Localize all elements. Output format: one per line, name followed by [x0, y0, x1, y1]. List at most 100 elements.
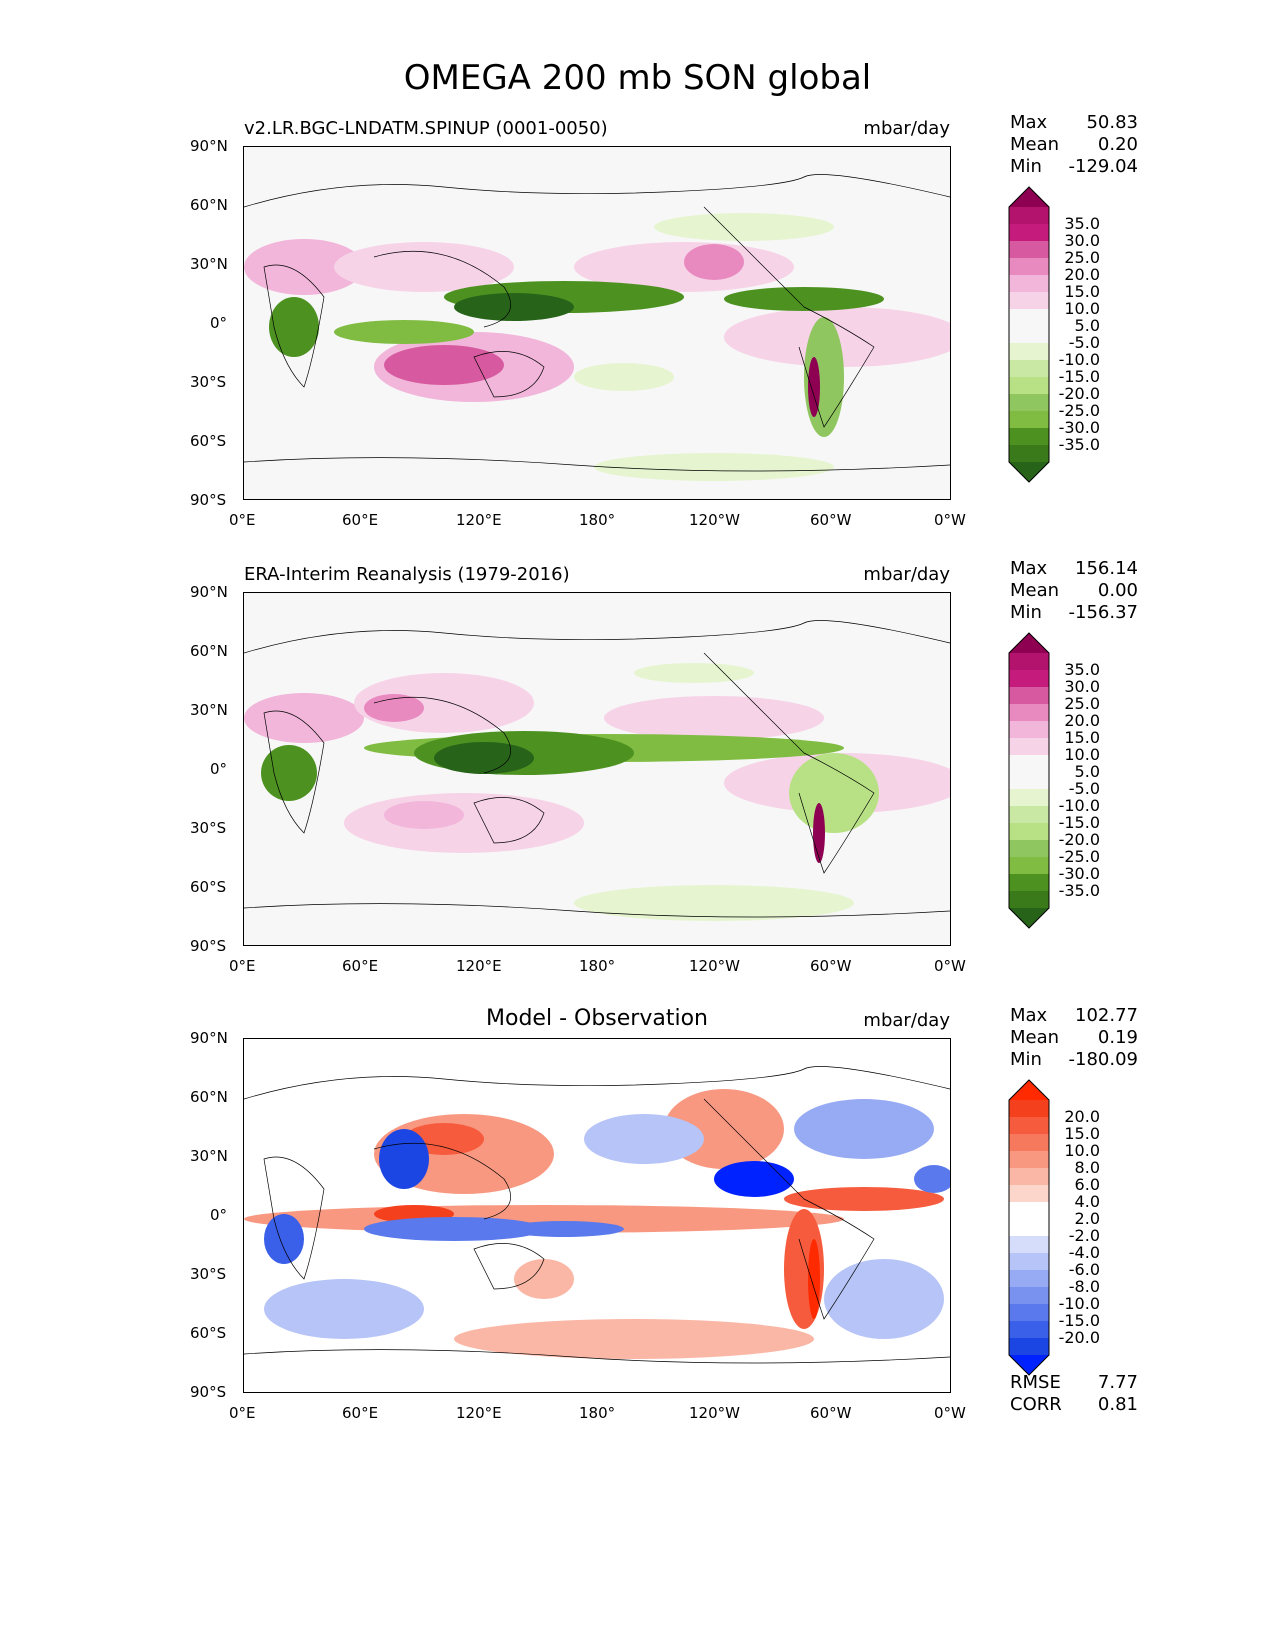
panel-2-lat-tick-4: 30°S: [190, 819, 227, 837]
panel-3-field: [244, 1039, 950, 1392]
stat-value: 102.77: [1075, 1005, 1138, 1026]
panel-2-lat-tick-1: 60°N: [190, 642, 228, 660]
panel-2-field: [244, 593, 950, 945]
panel-1-lon-tick-1: 60°E: [342, 511, 379, 529]
panel-3-extra-stats: RMSE 7.77 CORR 0.81: [1010, 1372, 1138, 1416]
colorbar-tick-label: -25.0: [1058, 847, 1100, 866]
colorbar-tick-label: 10.0: [1064, 745, 1100, 764]
colorbar-tick-label: -10.0: [1058, 350, 1100, 369]
colorbar-segment: [1009, 823, 1049, 840]
panel-1-map: [243, 146, 951, 500]
panel-2-lon-tick-3: 180°: [579, 957, 616, 975]
stat-label: CORR: [1010, 1394, 1062, 1415]
colorbar-segment: [1009, 343, 1049, 360]
stat-label: Min: [1010, 1049, 1042, 1070]
panel-1-lon-tick-2: 120°E: [456, 511, 502, 529]
panel-1-lat-tick-4: 30°S: [190, 373, 227, 391]
colorbar-outline: [1008, 1079, 1050, 1376]
colorbar-tick-label: 2.0: [1074, 1209, 1100, 1228]
colorbar-tick-label: 25.0: [1064, 694, 1100, 713]
stat-label: Max: [1010, 1005, 1048, 1026]
colorbar-segment: [1009, 1151, 1049, 1168]
panel-3-lon-tick-5: 60°W: [810, 1404, 852, 1422]
colorbar-tick-label: 30.0: [1064, 231, 1100, 250]
colorbar-segment: [1009, 1270, 1049, 1287]
panel-3-lon-tick-1: 60°E: [342, 1404, 379, 1422]
colorbar-tick-label: -4.0: [1068, 1243, 1100, 1262]
stat-label: Mean: [1010, 580, 1060, 601]
panel-1-title: v2.LR.BGC-LNDATM.SPINUP (0001-0050): [244, 118, 608, 139]
colorbar-segment: [1009, 241, 1049, 258]
colorbar-segment: [1009, 738, 1049, 755]
stat-label: Max: [1010, 112, 1048, 133]
colorbar-tick-label: -5.0: [1068, 333, 1100, 352]
panel-3-units: mbar/day: [863, 1010, 950, 1031]
colorbar-tick-label: -15.0: [1058, 367, 1100, 386]
panel-3-lat-tick-1: 60°N: [190, 1088, 228, 1106]
panel-2-lat-tick-3: 0°: [210, 760, 228, 778]
colorbar-tick-label: -25.0: [1058, 401, 1100, 420]
stat-value: 156.14: [1075, 558, 1138, 579]
panel-2-lon-tick-0: 0°E: [229, 957, 256, 975]
panel-2-lat-tick-2: 30°N: [190, 701, 228, 719]
colorbar-segment: [1009, 670, 1049, 687]
colorbar-outline: [1008, 632, 1050, 929]
colorbar-svg: [1008, 632, 1050, 929]
panel-1-lat-tick-2: 30°N: [190, 255, 228, 273]
stat-label: Max: [1010, 558, 1048, 579]
colorbar-segment: [1009, 789, 1049, 806]
colorbar-tick-label: -20.0: [1058, 1328, 1100, 1347]
panel-2-stats: Max 156.14 Mean 0.00 Min -156.37: [1010, 558, 1138, 624]
colorbar-segment: [1009, 1287, 1049, 1304]
colorbar-segment: [1009, 653, 1049, 670]
colorbar-segment: [1009, 1117, 1049, 1134]
stat-value: -180.09: [1068, 1049, 1138, 1070]
figure-title: OMEGA 200 mb SON global: [403, 58, 872, 98]
colorbar-segment: [1009, 411, 1049, 428]
colorbar-segment: [1009, 292, 1049, 309]
colorbar-segment: [1009, 721, 1049, 738]
colorbar-tick-label: -8.0: [1068, 1277, 1100, 1296]
colorbar-segment: [1009, 840, 1049, 857]
colorbar-tick-label: 4.0: [1074, 1192, 1100, 1211]
stat-label: Mean: [1010, 1027, 1060, 1048]
stat-value: 0.00: [1097, 580, 1138, 601]
colorbar-tick-label: 10.0: [1064, 1141, 1100, 1160]
colorbar-segment: [1009, 1134, 1049, 1151]
colorbar-tick-label: -35.0: [1058, 881, 1100, 900]
colorbar-tick-label: 6.0: [1074, 1175, 1100, 1194]
colorbar-tick-label: -15.0: [1058, 813, 1100, 832]
colorbar-tick-label: -2.0: [1068, 1226, 1100, 1245]
colorbar-tick-label: -35.0: [1058, 435, 1100, 454]
colorbar-segment: [1009, 1100, 1049, 1117]
panel-1-lon-tick-3: 180°: [579, 511, 616, 529]
panel-2-lon-tick-6: 0°W: [934, 957, 966, 975]
panel-3-lat-tick-5: 60°S: [190, 1324, 227, 1342]
colorbar-segment: [1009, 755, 1049, 772]
colorbar-segment: [1009, 394, 1049, 411]
colorbar-segment: [1009, 772, 1049, 789]
panel-2-lon-tick-1: 60°E: [342, 957, 379, 975]
colorbar-segment: [1009, 360, 1049, 377]
colorbar-tick-label: -15.0: [1058, 1311, 1100, 1330]
colorbar-segment: [1009, 857, 1049, 874]
colorbar-tick-label: 20.0: [1064, 265, 1100, 284]
colorbar-tick-label: 15.0: [1064, 1124, 1100, 1143]
colorbar-tick-label: 20.0: [1064, 711, 1100, 730]
colorbar-outline: [1008, 186, 1050, 483]
panel-3-lon-tick-3: 180°: [579, 1404, 616, 1422]
stat-value: -156.37: [1068, 602, 1138, 623]
colorbar-extend-bottom: [1009, 462, 1049, 482]
colorbar-segment: [1009, 275, 1049, 292]
panel-2-lon-tick-5: 60°W: [810, 957, 852, 975]
colorbar-tick-label: -5.0: [1068, 779, 1100, 798]
colorbar-segment: [1009, 207, 1049, 224]
colorbar-segment: [1009, 224, 1049, 241]
panel-3-lon-tick-2: 120°E: [456, 1404, 502, 1422]
colorbar-segment: [1009, 687, 1049, 704]
panel-3-lat-tick-0: 90°N: [190, 1029, 228, 1047]
panel-3-lat-tick-4: 30°S: [190, 1265, 227, 1283]
stat-label: Min: [1010, 156, 1042, 177]
stat-value: 0.20: [1097, 134, 1138, 155]
colorbar-segment: [1009, 806, 1049, 823]
